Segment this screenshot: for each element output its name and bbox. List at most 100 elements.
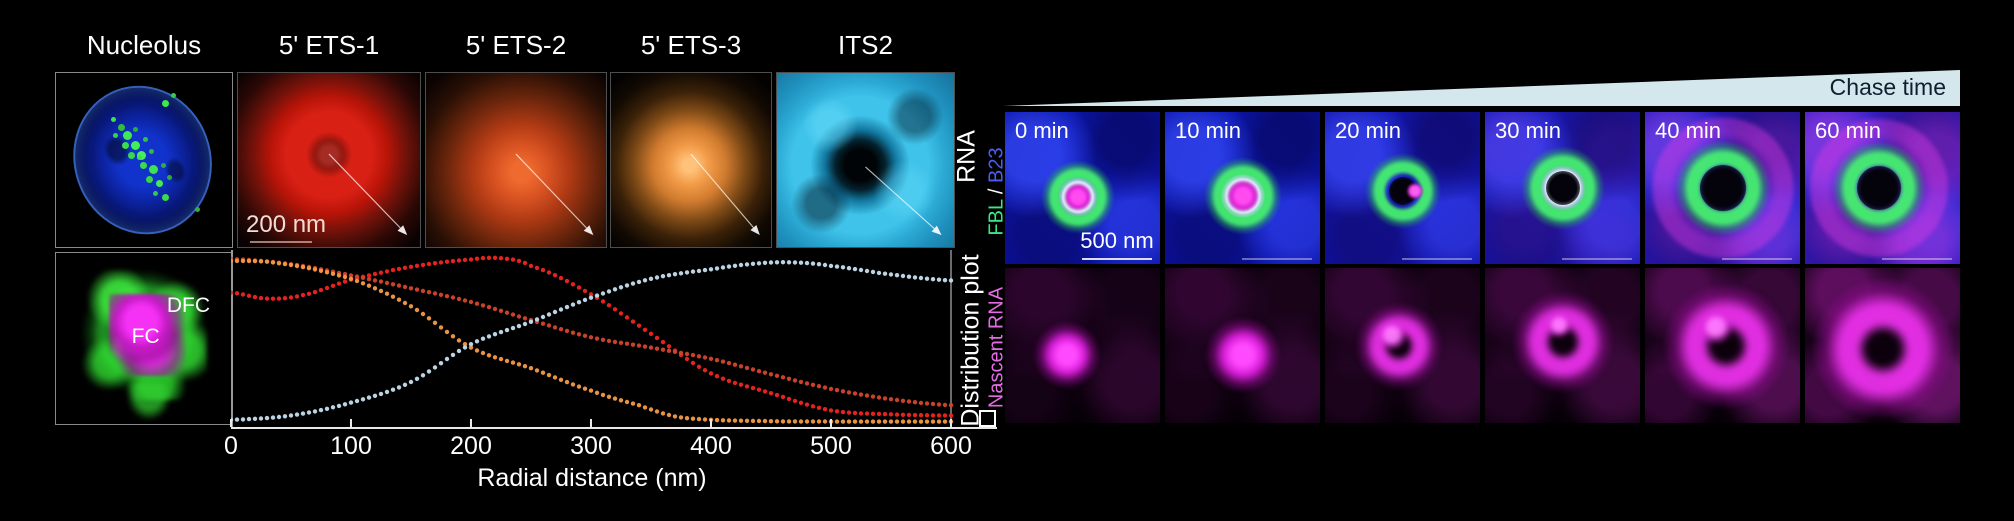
- series-its2: [231, 260, 954, 422]
- fbl-b23-axis-label: FBL / B23: [986, 107, 1009, 277]
- panel-scale-bar: [1562, 258, 1632, 260]
- scale-bar-label: 500 nm: [1080, 228, 1154, 253]
- time-label-4: 40 min: [1655, 118, 1722, 143]
- fish-panel-ets3: [610, 72, 772, 248]
- series-5-ets-1: [231, 255, 954, 418]
- column-label-ets3: 5' ETS-3: [640, 30, 742, 60]
- nucleolus-speckles-art: [136, 154, 142, 160]
- column-label-nucleolus: Nucleolus: [86, 30, 202, 60]
- column-label-ets1: 5' ETS-1: [278, 30, 380, 60]
- label-separator: /: [985, 183, 1008, 200]
- radial-arrow-icon: [865, 166, 942, 236]
- nascent-bright-spot-art: [1546, 312, 1573, 339]
- panel-scale-bar: [1242, 258, 1312, 260]
- fc-core-art: [1545, 171, 1580, 205]
- chase-time-label: Chase time: [1829, 74, 1946, 100]
- nascent-signal-art: [1814, 280, 1951, 417]
- fc-core-art: [1064, 184, 1091, 211]
- dfc-label: DFC: [166, 294, 211, 318]
- ets2-image-art: [426, 73, 606, 247]
- nascent-rna-panel-1: [1165, 268, 1320, 423]
- nascent-rna-panel-0: [1005, 268, 1160, 423]
- x-axis-line: [231, 427, 997, 429]
- scale-bar-line: [250, 241, 312, 243]
- nascent-background-art: [1485, 268, 1640, 423]
- distribution-plot: 0 100 200 300 400 500 600 Radial distance (nm): [224, 246, 1011, 516]
- fc-label: FC: [131, 324, 160, 348]
- x-tick-200: [470, 419, 472, 427]
- x-tick-400: [710, 419, 712, 427]
- ets1-image-art: [238, 73, 420, 247]
- fc-core-art: [1857, 166, 1902, 210]
- fc-core-art: [1227, 180, 1258, 211]
- x-tick-0: [230, 419, 232, 427]
- radial-arrow-icon: [690, 153, 760, 236]
- y-axis-title: Distribution plot: [956, 254, 985, 427]
- open-square-marker: [979, 410, 996, 427]
- x-tick-100: [350, 419, 352, 427]
- nascent-signal-art: [1665, 285, 1786, 406]
- time-label-5: 60 min: [1815, 118, 1882, 143]
- fish-panel-ets2: [425, 72, 607, 248]
- fbl-b23-panel-5: 60 min: [1805, 112, 1960, 264]
- fc-core-art: [1699, 165, 1746, 211]
- x-tick-600: [950, 419, 952, 427]
- b23-label-part: B23: [985, 147, 1008, 183]
- fbl-b23-panel-3: 30 min: [1485, 112, 1640, 264]
- x-tick-label-600: 600: [930, 432, 972, 460]
- radial-arrow-icon: [515, 153, 594, 236]
- nascent-rna-panel-2: [1325, 268, 1480, 423]
- distribution-curves: [231, 255, 954, 424]
- x-tick-label-200: 200: [450, 432, 492, 460]
- fbl-b23-panel-1: 10 min: [1165, 112, 1320, 264]
- panel-scale-bar: [1082, 258, 1152, 260]
- rna-axis-label: RNA: [952, 130, 981, 183]
- column-label-its2: ITS2: [838, 30, 893, 60]
- fish-panel-its2: [776, 72, 955, 248]
- series-5-ets-2: [231, 256, 954, 408]
- time-label-1: 10 min: [1175, 118, 1242, 143]
- fish-panel-ets1: 200 nm: [237, 72, 421, 248]
- chase-time-wedge: Chase time: [1003, 70, 1960, 106]
- fc-dfc-image-panel: DFC FC: [55, 252, 233, 425]
- fbl-b23-panel-2: 20 min: [1325, 112, 1480, 264]
- x-tick-label-100: 100: [330, 432, 372, 460]
- magenta-spot-art: [1406, 183, 1423, 200]
- x-tick-500: [830, 419, 832, 427]
- x-axis-title: Radial distance (nm): [477, 464, 707, 492]
- dfc-tail-art: [126, 382, 173, 421]
- nascent-signal-art: [1206, 318, 1279, 391]
- scale-bar-label: 200 nm: [246, 211, 327, 238]
- nascent-background-art: [1325, 268, 1480, 423]
- nascent-bright-spot-art: [1376, 319, 1407, 350]
- fbl-label-part: FBL: [985, 199, 1008, 236]
- nascent-bright-spot-art: [1699, 309, 1734, 344]
- fbl-b23-panel-0: 0 min 500 nm: [1005, 112, 1160, 264]
- nascent-signal-art: [1035, 322, 1099, 387]
- column-label-ets2: 5' ETS-2: [465, 30, 567, 60]
- y-axis-left-spine: [231, 250, 233, 428]
- x-tick-label-0: 0: [224, 432, 238, 460]
- time-label-3: 30 min: [1495, 118, 1562, 143]
- nascent-rna-panel-4: [1645, 268, 1800, 423]
- x-tick-label-500: 500: [810, 432, 852, 460]
- y-axis-right-spine: [950, 250, 952, 428]
- nucleolus-image-panel: [55, 72, 233, 248]
- panel-scale-bar: [1402, 258, 1472, 260]
- x-tick-label-300: 300: [570, 432, 612, 460]
- x-tick-300: [590, 419, 592, 427]
- ets3-image-art: [611, 73, 771, 247]
- fc-core-art: [108, 294, 187, 377]
- series-5-ets-3: [231, 258, 954, 424]
- its2-image-art: [777, 73, 954, 247]
- nascent-rna-axis-label: Nascent RNA: [985, 286, 1008, 409]
- nascent-signal-art: [1514, 294, 1611, 391]
- time-label-0: 0 min: [1015, 118, 1069, 143]
- radial-arrow-icon: [328, 153, 408, 236]
- panel-scale-bar: [1882, 258, 1952, 260]
- nascent-rna-panel-3: [1485, 268, 1640, 423]
- nucleus-art: [56, 73, 232, 247]
- nascent-rna-panel-5: [1805, 268, 1960, 423]
- fbl-b23-panel-4: 40 min: [1645, 112, 1800, 264]
